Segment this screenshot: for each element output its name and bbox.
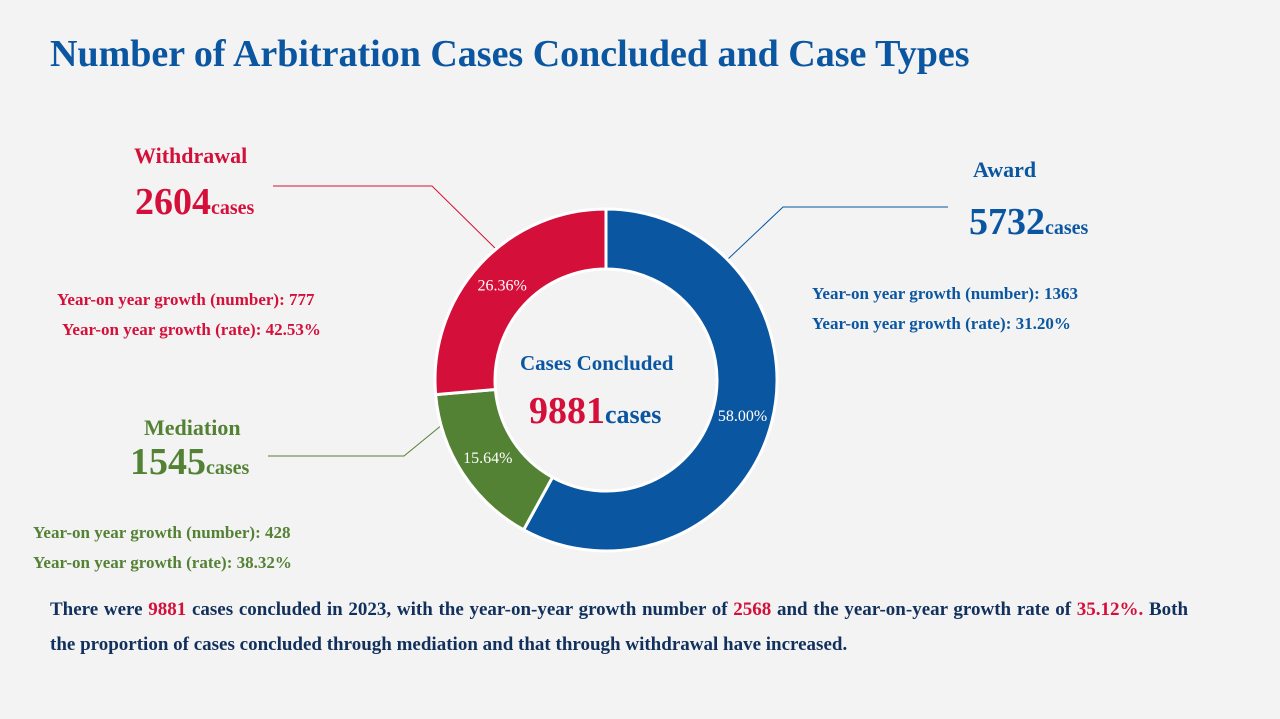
summary-text-2: cases concluded in 2023, with the year-o… (186, 599, 734, 620)
withdrawal-count-value: 2604 (135, 181, 211, 223)
donut-slice-award (521, 207, 779, 553)
slice-labels: 58.00% 15.64% 26.36% (463, 278, 767, 467)
award-name: Award (973, 157, 1037, 182)
leader-line-mediation (268, 419, 449, 457)
summary-text-3: and the year-on-year growth rate of (771, 599, 1077, 620)
withdrawal-name: Withdrawal (134, 143, 248, 168)
withdrawal-count-unit: cases (211, 197, 255, 219)
leader-line-withdrawal (273, 185, 499, 252)
slice-label-withdrawal: 26.36% (477, 278, 526, 295)
center-total: 9881cases (529, 389, 661, 433)
withdrawal-growth: Year-on year growth (number): 777 Year-o… (57, 285, 321, 345)
slice-label-award: 58.00% (718, 408, 767, 425)
center-total-unit: cases (605, 400, 662, 429)
award-growth-number: Year-on year growth (number): 1363 (812, 284, 1078, 303)
summary-text-4: Both the proportion of cases concluded t… (50, 599, 1189, 655)
leader-lines (268, 185, 948, 457)
mediation-count-unit: cases (206, 457, 250, 479)
summary-paragraph: There were 9881 cases concluded in 2023,… (50, 592, 1188, 662)
summary-total: 9881 (148, 599, 187, 620)
award-growth: Year-on year growth (number): 1363 Year-… (812, 279, 1078, 339)
leader-line-award (726, 206, 948, 261)
award-count-unit: cases (1045, 217, 1089, 239)
donut-slices (433, 207, 779, 553)
mediation-name: Mediation (144, 415, 241, 440)
mediation-growth-rate: Year-on year growth (rate): 38.32% (33, 553, 292, 572)
summary-text-1: There were (50, 599, 149, 620)
mediation-count: 1545cases (130, 440, 249, 484)
award-growth-rate: Year-on year growth (rate): 31.20% (812, 314, 1071, 333)
withdrawal-growth-number: Year-on year growth (number): 777 (57, 290, 315, 309)
center-label: Cases Concluded (520, 351, 674, 375)
center-total-value: 9881 (529, 390, 605, 432)
page-title: Number of Arbitration Cases Concluded an… (50, 33, 970, 75)
award-count-value: 5732 (969, 201, 1045, 243)
mediation-count-value: 1545 (130, 441, 206, 483)
withdrawal-count: 2604cases (135, 180, 254, 224)
summary-growth-number: 2568 (733, 599, 772, 620)
withdrawal-growth-rate: Year-on year growth (rate): 42.53% (62, 320, 321, 339)
slice-label-mediation: 15.64% (463, 450, 512, 467)
mediation-growth-number: Year-on year growth (number): 428 (33, 523, 291, 542)
mediation-growth: Year-on year growth (number): 428 Year-o… (33, 518, 292, 578)
donut-slice-withdrawal (433, 207, 608, 397)
summary-growth-rate: 35.12%. (1076, 599, 1144, 620)
award-count: 5732cases (969, 200, 1088, 244)
